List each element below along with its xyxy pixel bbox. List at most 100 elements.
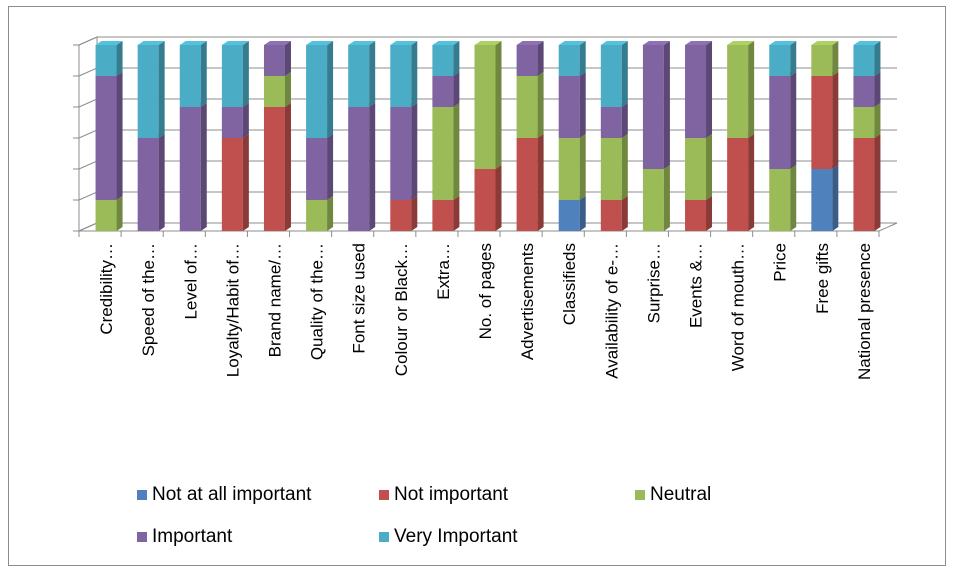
legend-swatch xyxy=(379,532,389,542)
bar-front xyxy=(600,200,622,231)
bar-side xyxy=(200,41,207,107)
bar-side xyxy=(284,103,291,231)
bar-front xyxy=(474,45,496,169)
bar-front xyxy=(348,107,370,231)
bar-side xyxy=(537,72,544,138)
bar-segment xyxy=(432,72,460,107)
bar-side xyxy=(874,41,881,76)
bar-side xyxy=(874,103,881,138)
bar-side xyxy=(327,134,334,200)
bar-front xyxy=(516,138,538,231)
bar-front xyxy=(600,138,622,200)
x-tick-label: No. of pages xyxy=(476,243,495,339)
bar-segment xyxy=(853,103,881,138)
bar-side xyxy=(537,134,544,231)
bar-front xyxy=(516,76,538,138)
bar-front xyxy=(769,76,791,169)
bar-top xyxy=(600,41,628,45)
bar-side xyxy=(495,165,502,231)
bar-side xyxy=(621,134,628,200)
bar-segment xyxy=(348,41,376,107)
bar-front xyxy=(348,45,370,107)
legend-item: Neutral xyxy=(635,483,711,507)
bar-top xyxy=(474,41,502,45)
bar-side xyxy=(579,41,586,76)
bar-segment xyxy=(263,103,291,231)
bar-segment xyxy=(221,134,249,231)
bar-segment xyxy=(516,134,544,231)
bar-segment xyxy=(769,165,797,231)
bar-top xyxy=(179,41,207,45)
x-tick-label: Credibility… xyxy=(97,243,116,335)
bars xyxy=(95,41,881,231)
bar-side xyxy=(411,196,418,231)
bar-front xyxy=(769,169,791,231)
bar-front xyxy=(811,76,833,169)
bar-segment xyxy=(390,196,418,231)
bar-segment xyxy=(769,72,797,169)
bar-segment xyxy=(95,72,123,200)
bar-segment xyxy=(811,41,839,76)
legend-swatch xyxy=(635,490,645,500)
bar-front xyxy=(811,169,833,231)
bar-front xyxy=(642,45,664,169)
bar-top xyxy=(516,41,544,45)
bar-top xyxy=(558,41,586,45)
x-tick-label: Level of… xyxy=(181,243,200,320)
bar-side xyxy=(411,41,418,107)
bar-side xyxy=(579,72,586,138)
bar-side xyxy=(453,72,460,107)
bar-segment xyxy=(685,134,713,200)
bar-side xyxy=(579,134,586,200)
bar-segment xyxy=(95,41,123,76)
bar-segment xyxy=(727,41,755,138)
bar-top xyxy=(263,41,291,45)
category-labels: Credibility… Speed of the… Level of… Loyalt… xyxy=(97,243,874,380)
legend-swatch xyxy=(379,490,389,500)
bar-front xyxy=(179,45,201,107)
bar-front xyxy=(306,200,328,231)
legend-item: Important xyxy=(137,525,232,549)
bar-segment xyxy=(600,134,628,200)
bar-side xyxy=(116,72,123,200)
bar-side xyxy=(621,103,628,138)
bar-segment xyxy=(137,134,165,231)
bar-top xyxy=(685,41,713,45)
bar-side xyxy=(242,134,249,231)
bar-side xyxy=(874,72,881,107)
bar-front xyxy=(853,76,875,107)
legend-label: Very Important xyxy=(394,526,518,547)
bar-side xyxy=(116,196,123,231)
bar-segment xyxy=(558,72,586,138)
bar-side xyxy=(579,196,586,231)
bar-segment xyxy=(179,41,207,107)
bar-segment xyxy=(390,41,418,107)
bar-side xyxy=(832,41,839,76)
bar-front xyxy=(811,45,833,76)
x-tick-label: Advertisements xyxy=(518,243,537,360)
bar-segment xyxy=(179,103,207,231)
bar-segment xyxy=(306,196,334,231)
bar-front xyxy=(432,200,454,231)
bar-front xyxy=(432,107,454,200)
bar-segment xyxy=(769,41,797,76)
bar-front xyxy=(727,138,749,231)
bar-segment xyxy=(811,72,839,169)
bar-front xyxy=(263,45,285,76)
chart-frame: Credibility… Speed of the… Level of… Loyalt… xyxy=(8,6,946,566)
bar-front xyxy=(685,200,707,231)
bar-side xyxy=(158,41,165,138)
bar-segment xyxy=(642,41,670,169)
bar-side xyxy=(116,41,123,76)
bar-segment xyxy=(263,72,291,107)
bar-front xyxy=(516,45,538,76)
bar-front xyxy=(853,138,875,231)
bar-segment xyxy=(642,165,670,231)
bar-top xyxy=(769,41,797,45)
bar-segment xyxy=(390,103,418,200)
bar-side xyxy=(453,41,460,76)
x-tick-label: Free gifts xyxy=(813,243,832,314)
bar-top xyxy=(432,41,460,45)
bar-front xyxy=(263,76,285,107)
bar-segment xyxy=(221,103,249,138)
